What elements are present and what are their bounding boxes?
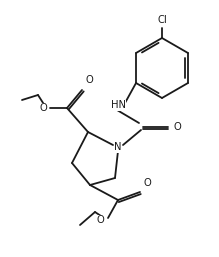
Text: O: O (96, 215, 104, 225)
Text: O: O (85, 75, 93, 85)
Text: HN: HN (111, 100, 125, 110)
Text: O: O (39, 103, 47, 113)
Text: Cl: Cl (157, 15, 167, 25)
Text: O: O (174, 122, 182, 132)
Text: N: N (114, 142, 122, 152)
Text: O: O (144, 178, 152, 188)
